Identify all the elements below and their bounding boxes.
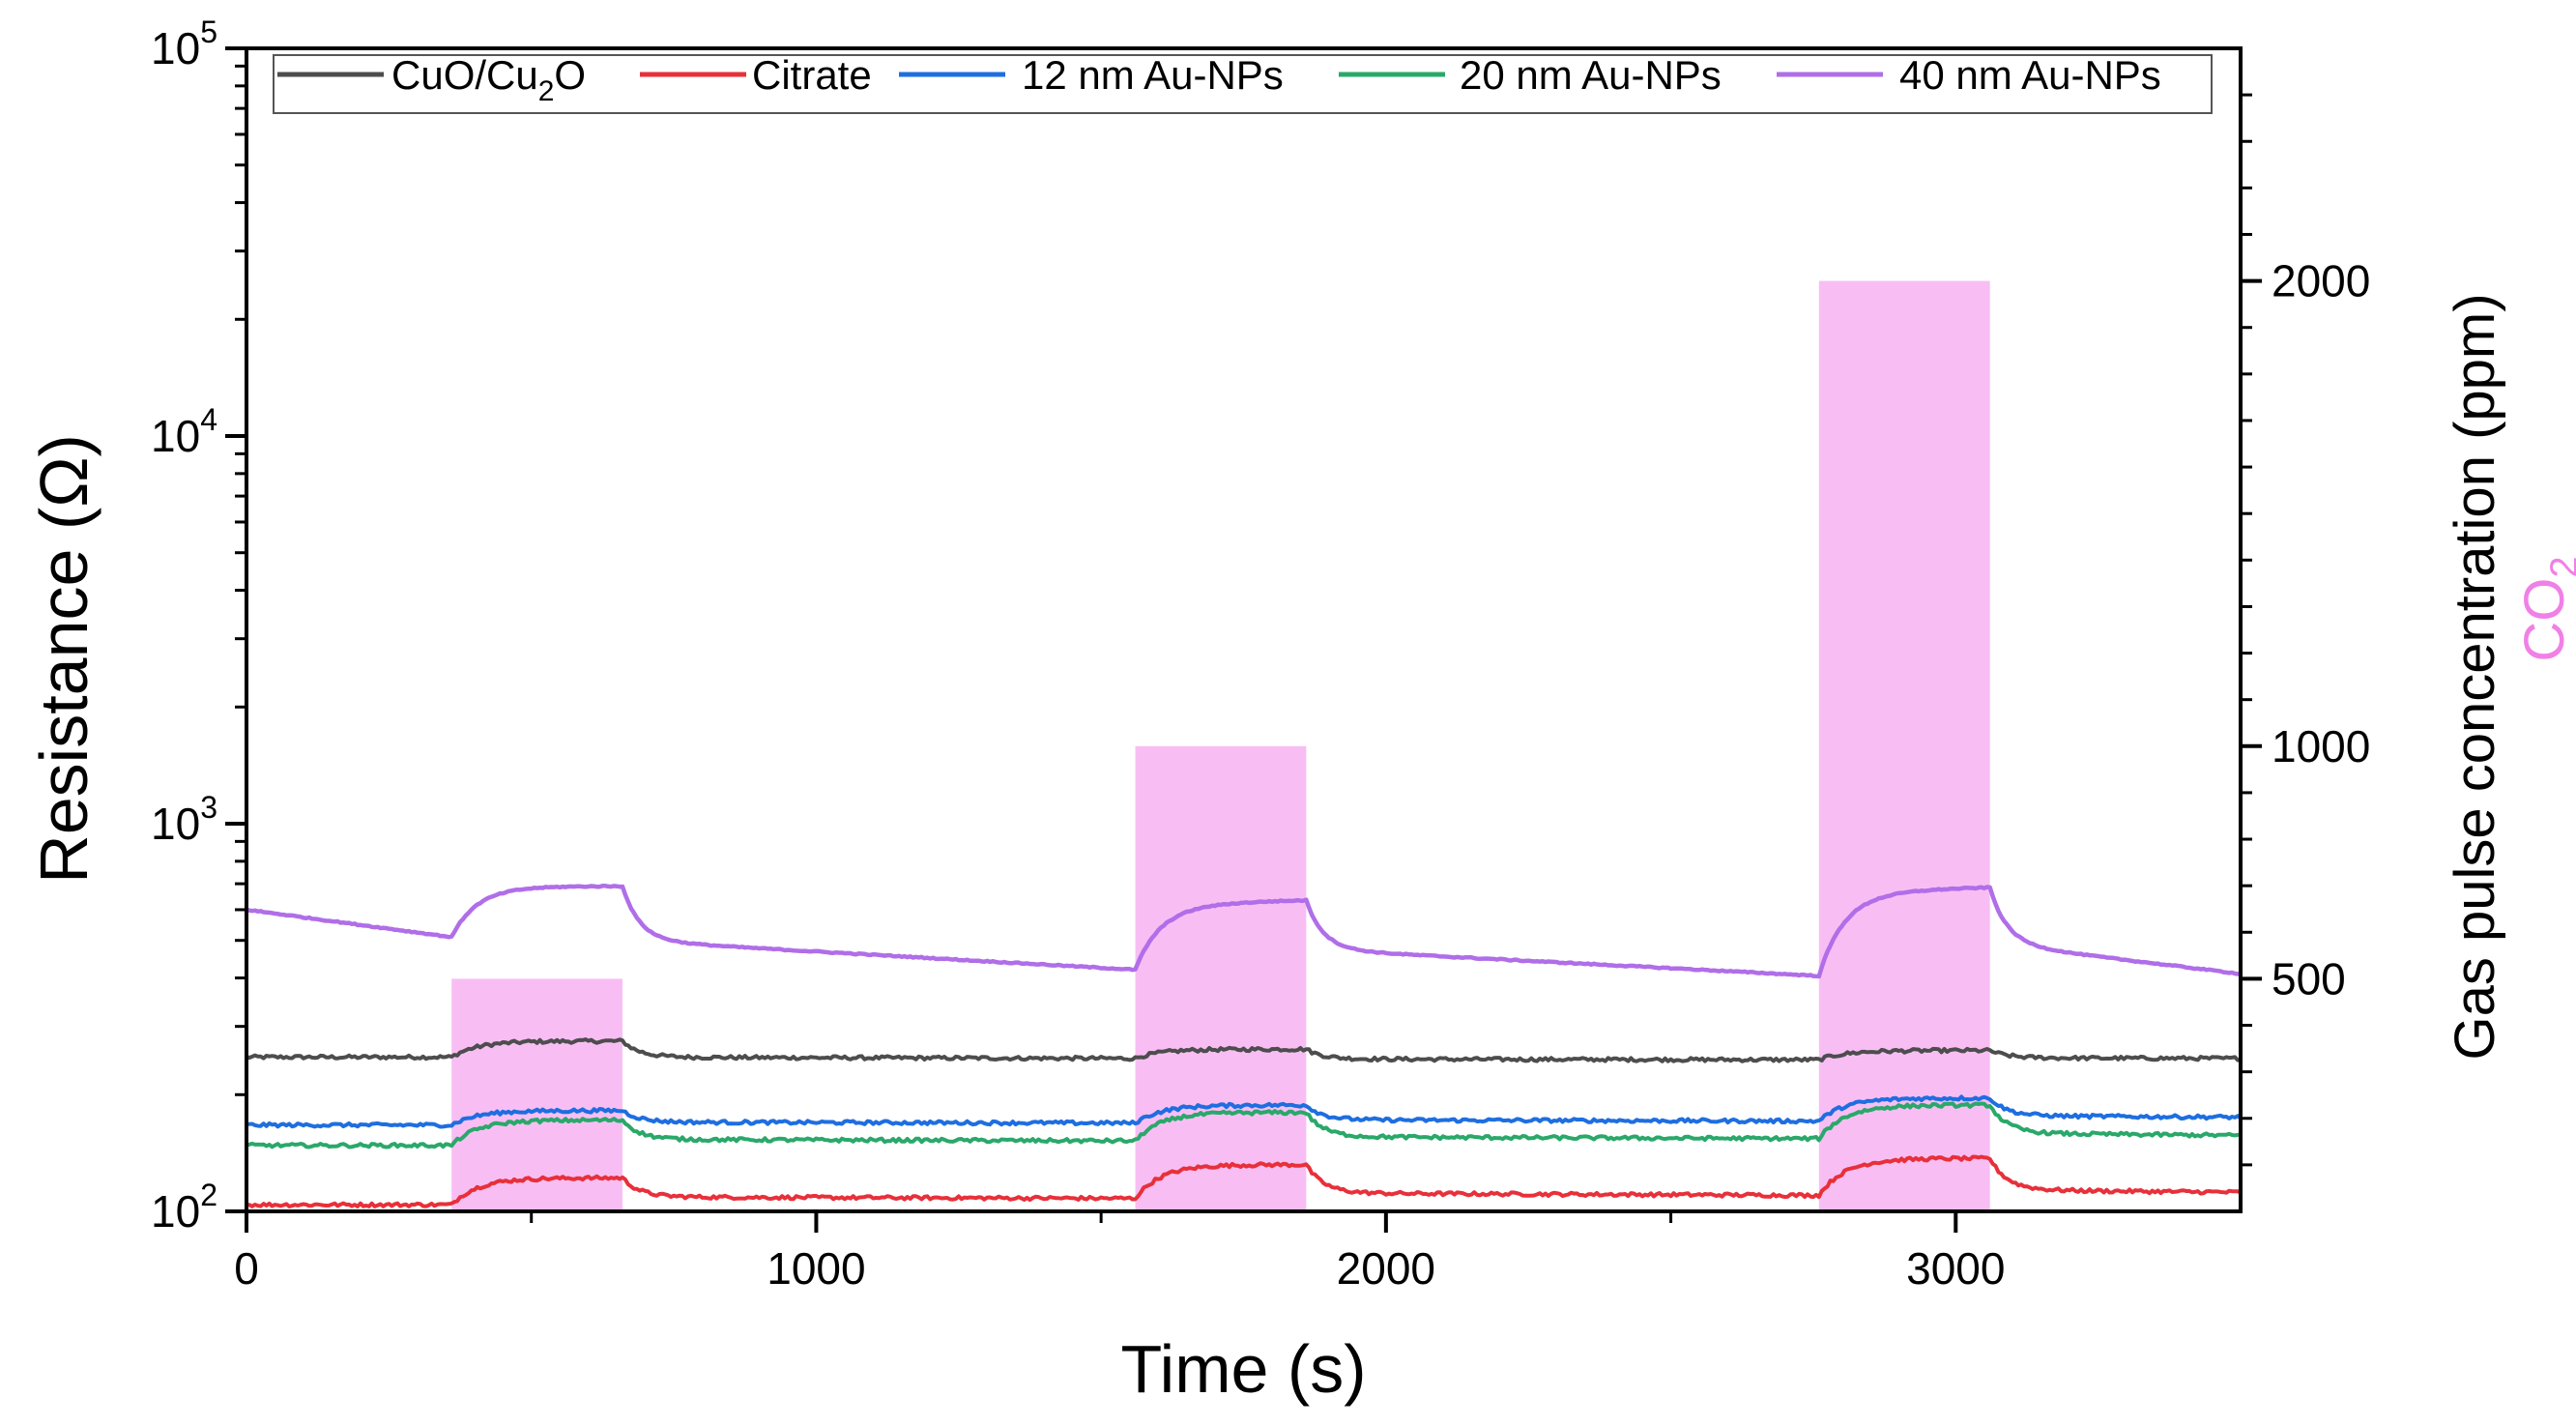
- series-line-4: [246, 1101, 2242, 1150]
- legend-label-main: Citrate: [752, 52, 872, 98]
- y2-tick-label: 1000: [2272, 721, 2370, 771]
- gas-label: CO2: [2513, 556, 2576, 661]
- x-tick-label: 3000: [1906, 1243, 2005, 1294]
- legend-label-tail: O: [554, 52, 586, 98]
- x-tick-label: 0: [234, 1243, 259, 1294]
- legend-label-main: 40 nm Au-NPs: [1899, 52, 2161, 98]
- plot-frame: [245, 46, 2243, 1213]
- gas-pulse-3: [1818, 280, 1990, 1212]
- y-tick-exponent: 2: [200, 1178, 217, 1212]
- y-tick-exponent: 3: [200, 790, 217, 825]
- gas-label-subscript: 2: [2543, 556, 2576, 577]
- y-tick-exponent: 5: [200, 15, 217, 49]
- legend-label-main: 12 nm Au-NPs: [1022, 52, 1284, 98]
- y-tick-label: 104: [151, 402, 217, 461]
- legend-label-subscript: 2: [538, 75, 555, 107]
- legend-label-main: 20 nm Au-NPs: [1460, 52, 1722, 98]
- legend-label: 40 nm Au-NPs: [1899, 52, 2161, 98]
- y-tick-label: 105: [151, 15, 217, 73]
- y-tick-base: 10: [151, 23, 200, 73]
- ticks-layer: [225, 46, 2262, 1233]
- y-tick-base: 10: [151, 1186, 200, 1237]
- legend: CuO/Cu2O Citrate 12 nm Au-NPs 20 nm Au-NPs 4…: [273, 52, 2213, 114]
- y2-tick-label: 2000: [2272, 256, 2370, 306]
- legend-label: 12 nm Au-NPs: [1022, 52, 1284, 98]
- y-tick-label: 103: [151, 790, 217, 849]
- y-tick-label: 102: [151, 1178, 217, 1237]
- legend-label-main: CuO/Cu: [391, 52, 538, 98]
- legend-box: [273, 54, 2213, 114]
- y-tick-exponent: 4: [200, 402, 217, 437]
- y-tick-base: 10: [151, 411, 200, 461]
- y2-axis-title: Gas pulse concentration (ppm): [2444, 293, 2506, 1060]
- x-tick-label: 1000: [767, 1243, 865, 1294]
- gas-pulse-1: [451, 978, 623, 1211]
- series-line-1: [246, 1037, 2241, 1063]
- gas-pulse-2: [1135, 745, 1307, 1211]
- x-tick-label: 2000: [1337, 1243, 1435, 1294]
- legend-label: CuO/Cu2O: [391, 52, 586, 107]
- y-axis-title: Resistance (Ω): [26, 434, 101, 884]
- series-layer: [246, 884, 2243, 1208]
- x-axis-title: Time (s): [1120, 1331, 1366, 1407]
- series-line-2: [246, 1154, 2243, 1208]
- legend-label: Citrate: [752, 52, 872, 98]
- gas-label-main: CO: [2513, 578, 2576, 662]
- y-tick-base: 10: [151, 799, 200, 849]
- series-line-5: [246, 884, 2242, 979]
- series-line-3: [246, 1094, 2243, 1129]
- y2-tick-label: 500: [2272, 953, 2346, 1004]
- legend-label: 20 nm Au-NPs: [1460, 52, 1722, 98]
- gas-pulse-layer: [451, 280, 1990, 1212]
